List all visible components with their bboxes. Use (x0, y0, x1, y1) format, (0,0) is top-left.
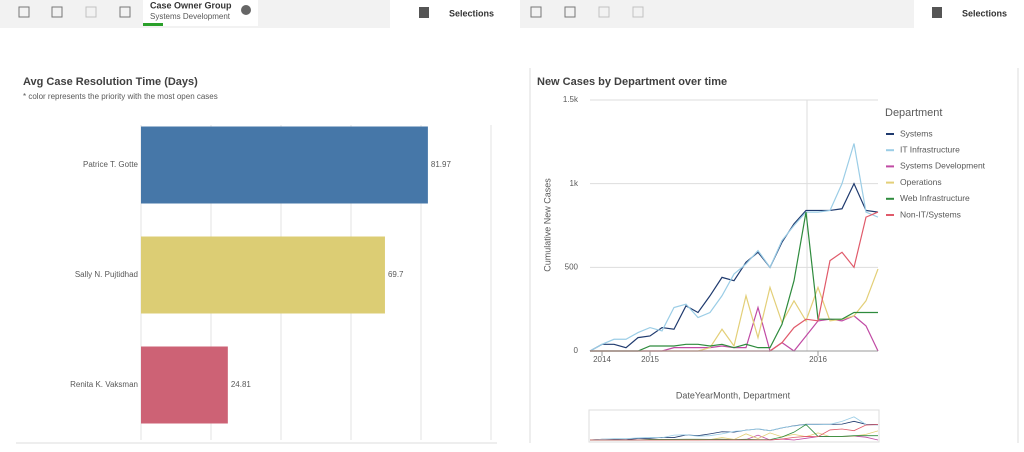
x-tick-label: 2016 (809, 355, 827, 364)
icon[interactable] (18, 6, 30, 18)
y-tick-label: 1k (570, 179, 579, 188)
mini-series-line (590, 424, 879, 441)
legend-label: Systems Development (900, 161, 986, 171)
icon[interactable] (564, 6, 576, 18)
series-line (589, 143, 879, 352)
value-label: 24.81 (231, 380, 252, 389)
icon[interactable] (632, 6, 644, 18)
series-line (590, 211, 879, 352)
category-label: Renita K. Vaksman (70, 380, 138, 389)
y-tick-label: 0 (574, 346, 579, 355)
icon[interactable] (119, 6, 131, 18)
legend-label: IT Infrastructure (900, 144, 960, 154)
clear-selection[interactable] (241, 5, 251, 15)
chart-subtitle: * color represents the priority with the… (23, 92, 218, 101)
y-axis-label: Cumulative New Cases (542, 178, 552, 272)
icon[interactable] (932, 7, 942, 18)
selection-bar (143, 23, 163, 26)
mini-chart-frame[interactable] (588, 409, 880, 443)
y-tick-label: 500 (565, 262, 579, 271)
x-axis-label: DateYearMonth, Department (676, 390, 791, 400)
category-label: Sally N. Pujtidhad (75, 270, 138, 279)
bar (141, 126, 428, 204)
legend-label: Web Infrastructure (900, 193, 970, 203)
legend-label: Non-IT/Systems (900, 209, 961, 219)
bar (141, 346, 228, 424)
selections-label[interactable]: Selections (449, 8, 494, 18)
category-label: Patrice T. Gotte (83, 160, 139, 169)
series-line (590, 212, 878, 352)
icon[interactable] (530, 6, 542, 18)
icon[interactable] (419, 7, 429, 18)
mini-series-line (589, 416, 879, 441)
selections-tab[interactable] (390, 0, 520, 28)
icon[interactable] (51, 6, 63, 18)
icon[interactable] (598, 6, 610, 18)
value-label: 69.7 (388, 270, 404, 279)
selection-chip[interactable] (143, 0, 258, 26)
y-tick-label: 1.5k (563, 95, 579, 104)
mini-series-line (589, 420, 879, 441)
selections-label[interactable]: Selections (962, 8, 1007, 18)
x-tick-label: 2014 (593, 355, 611, 364)
selection-field: Case Owner Group (150, 0, 232, 10)
bar (141, 236, 385, 314)
chart-title: New Cases by Department over time (537, 76, 727, 88)
selection-value: Systems Development (150, 12, 231, 21)
legend-label: Operations (900, 177, 942, 187)
x-tick-label: 2015 (641, 355, 659, 364)
icon[interactable] (85, 6, 97, 18)
tool-icons (18, 6, 942, 18)
legend-title: Department (885, 107, 942, 119)
legend-label: Systems (900, 128, 933, 138)
value-label: 81.97 (431, 160, 452, 169)
chart-title: Avg Case Resolution Time (Days) (23, 76, 198, 88)
toolbar-right (520, 0, 914, 28)
